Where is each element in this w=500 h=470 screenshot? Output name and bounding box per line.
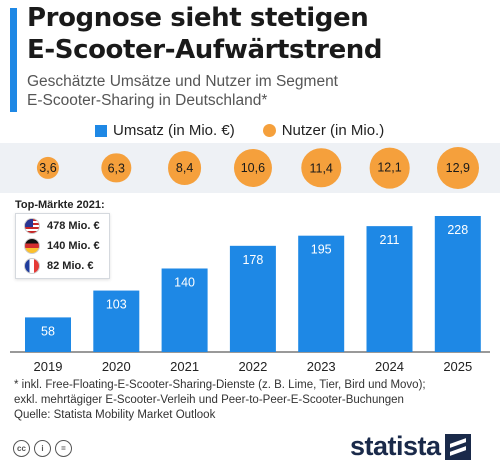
revenue-bar-2024 (366, 226, 413, 352)
revenue-value-label-2021: 140 (174, 275, 195, 289)
legend-item-revenue: Umsatz (in Mio. €) (95, 122, 235, 139)
x-tick-label-2021: 2021 (170, 359, 199, 374)
users-swatch (262, 124, 276, 137)
revenue-bar-2019 (25, 317, 71, 352)
users-bubble-2020: 6,3 (101, 153, 131, 183)
legend-item-users: Nutzer (in Mio.) (262, 122, 385, 139)
revenue-bar-2020 (93, 290, 140, 352)
statista-logo-icon (444, 433, 471, 460)
title-line-2: E-Scooter-Aufwärtstrend (27, 35, 383, 65)
brand-name: statista (350, 431, 441, 461)
statista-logo[interactable]: statista (350, 431, 471, 462)
revenue-bar-2023 (298, 235, 345, 352)
license-icons: cc i = (13, 440, 72, 457)
germany-flag-icon (24, 238, 40, 254)
us-flag-icon (24, 218, 40, 234)
revenue-value-label-2019: 58 (41, 324, 55, 338)
revenue-value-label-2023: 195 (311, 243, 332, 257)
x-tick-label-2022: 2022 (238, 359, 267, 374)
top-markets-panel: 478 Mio. € 140 Mio. € 82 Mio. € (15, 213, 110, 279)
market-value-france: 82 Mio. € (47, 260, 94, 272)
revenue-bar-2021 (161, 268, 208, 352)
top-markets-title: Top-Märkte 2021: (15, 199, 105, 211)
no-derivatives-icon[interactable]: = (55, 440, 72, 457)
chart-subtitle: Geschätzte Umsätze und Nutzer im Segment… (27, 72, 338, 110)
users-bubble-2021: 8,4 (167, 151, 202, 185)
revenue-value-label-2022: 178 (242, 253, 263, 267)
legend-label-users: Nutzer (in Mio.) (281, 122, 385, 139)
users-bubble-2025: 12,9 (436, 147, 479, 189)
cc-icon[interactable]: cc (13, 440, 30, 457)
users-bubble-2024: 12,1 (369, 147, 410, 189)
market-row-us: 478 Mio. € (24, 218, 100, 234)
subtitle-line-1: Geschätzte Umsätze und Nutzer im Segment (27, 73, 338, 90)
x-tick-label-2024: 2024 (375, 359, 404, 374)
x-tick-label-2020: 2020 (102, 359, 131, 374)
title-accent-bar (10, 8, 17, 112)
market-value-germany: 140 Mio. € (47, 240, 100, 252)
users-bubble-2022: 10,6 (233, 148, 272, 188)
market-value-us: 478 Mio. € (47, 220, 100, 232)
page-title: Prognose sieht stetigen E-Scooter-Aufwär… (27, 2, 383, 66)
revenue-value-label-2024: 211 (380, 233, 400, 247)
subtitle-line-2: E-Scooter-Sharing in Deutschland* (27, 92, 268, 109)
title-line-1: Prognose sieht stetigen (27, 3, 369, 33)
revenue-bar-2025 (434, 216, 481, 352)
users-bubble-2023: 11,4 (301, 148, 341, 188)
revenue-bar-2022 (229, 245, 276, 352)
france-flag-icon (24, 258, 40, 274)
users-bubble-2019: 3,6 (36, 156, 60, 180)
chart-legend: Umsatz (in Mio. €) Nutzer (in Mio.) (95, 122, 384, 139)
footnote-line-2: exkl. mehrtägiger E-Scooter-Verleih und … (14, 393, 404, 406)
revenue-swatch (95, 124, 107, 137)
x-tick-label-2025: 2025 (443, 359, 472, 374)
revenue-value-label-2025: 228 (447, 223, 468, 237)
footnote: * inkl. Free-Floating-E-Scooter-Sharing-… (14, 378, 426, 407)
source-note: Quelle: Statista Mobility Market Outlook (14, 409, 216, 421)
x-tick-label-2023: 2023 (307, 359, 336, 374)
legend-label-revenue: Umsatz (in Mio. €) (113, 122, 235, 139)
market-row-germany: 140 Mio. € (24, 238, 100, 254)
x-tick-label-2019: 2019 (34, 359, 63, 374)
market-row-france: 82 Mio. € (24, 258, 93, 274)
footnote-line-1: * inkl. Free-Floating-E-Scooter-Sharing-… (14, 379, 426, 391)
attribution-icon[interactable]: i (34, 440, 51, 457)
revenue-value-label-2020: 103 (106, 298, 127, 312)
